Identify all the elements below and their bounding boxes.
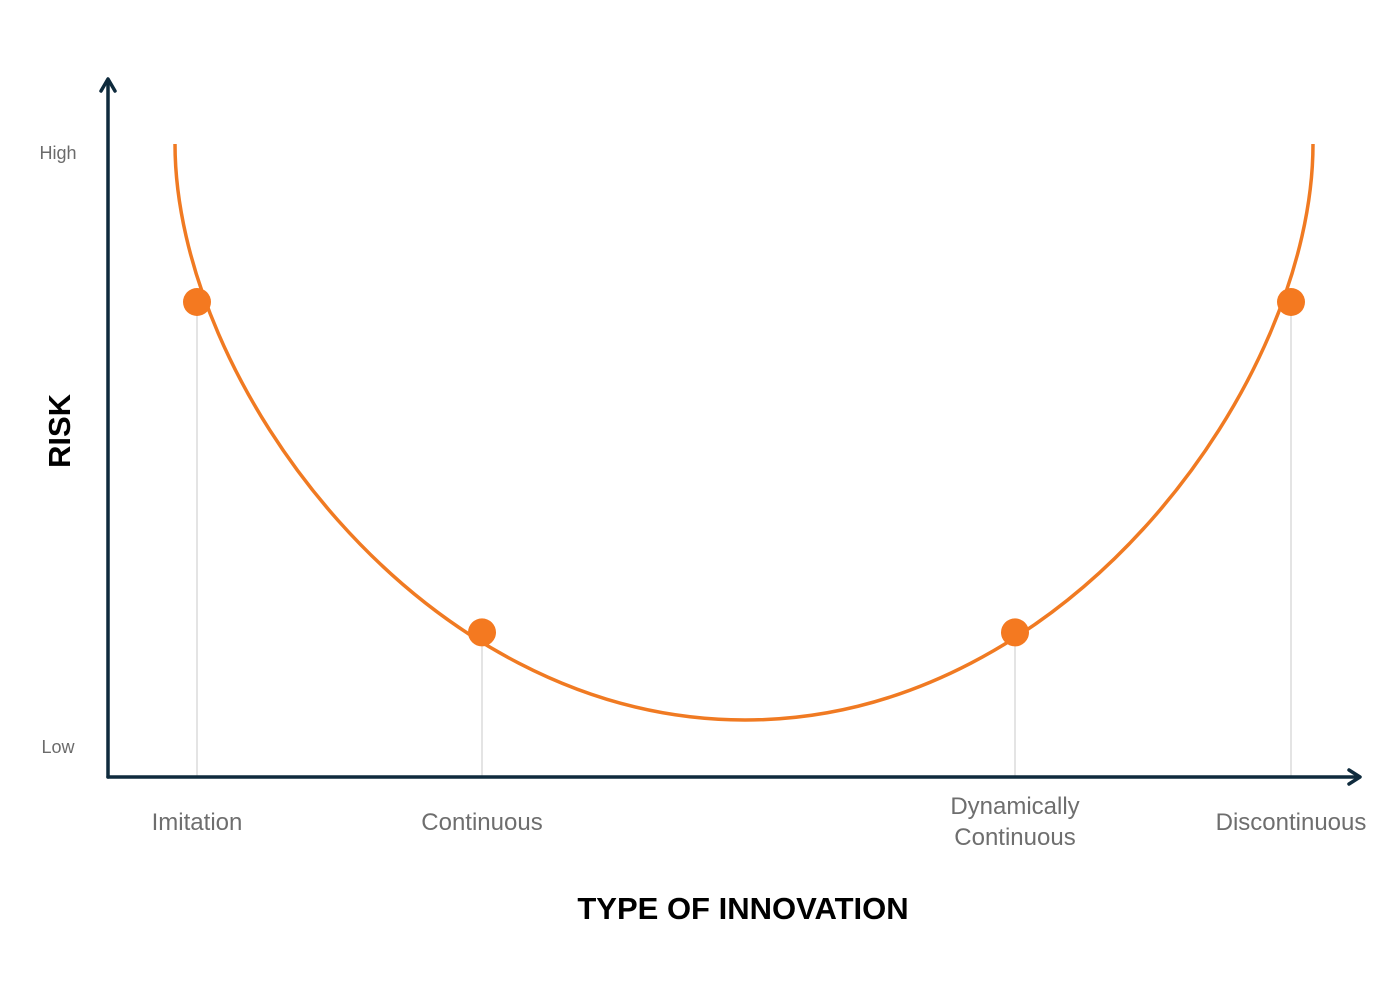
risk-point-1 — [468, 618, 496, 647]
y-level-low-label: Low — [41, 737, 75, 757]
y-level-high-label: High — [39, 143, 76, 163]
x-category-label-0: Imitation — [152, 809, 243, 836]
x-category-label-2: Dynamically Continuous — [950, 793, 1079, 851]
risk-curve — [173, 143, 1315, 722]
risk-point-2 — [1001, 618, 1029, 647]
risk-point-0 — [183, 288, 211, 316]
y-axis-arrow-icon — [99, 77, 117, 93]
risk-point-3 — [1277, 288, 1305, 316]
risk-points — [183, 288, 1305, 647]
x-category-label-3: Discontinuous — [1216, 809, 1367, 836]
x-category-labels: Imitation Continuous Dynamically Continuous… — [152, 793, 1367, 851]
x-category-label-1: Continuous — [421, 809, 542, 836]
x-axis-arrow-icon — [1347, 768, 1362, 786]
guide-lines — [196, 302, 1292, 777]
y-axis-title: RISK — [42, 393, 77, 468]
x-axis-title: TYPE OF INNOVATION — [577, 891, 908, 926]
